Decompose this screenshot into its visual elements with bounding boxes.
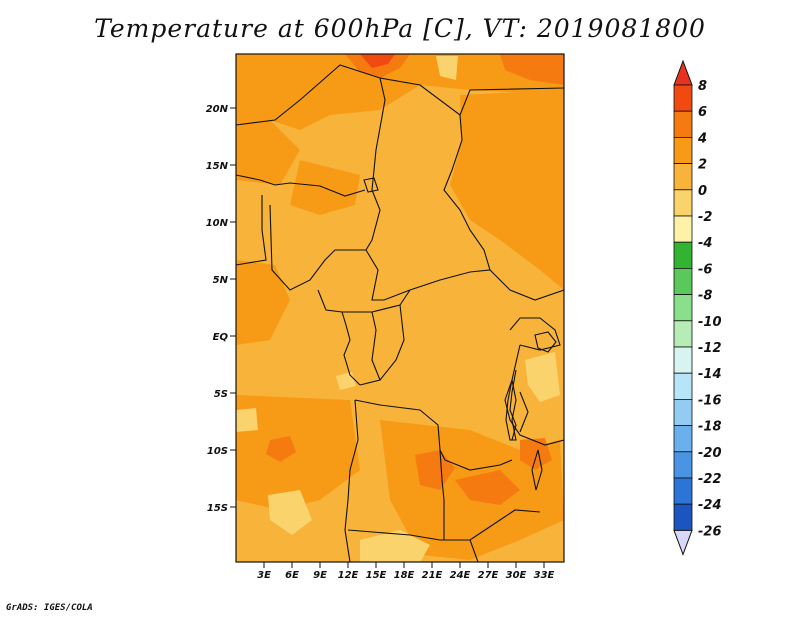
colorbar-label: -2 [698, 210, 712, 225]
colorbar-swatch [673, 503, 693, 531]
longitude-axis: 3E 6E 9E 12E 15E 18E 21E 24E 27E 30E 33E [257, 562, 555, 581]
colorbar-label: -16 [698, 393, 722, 408]
cool-patch-5 [436, 56, 458, 80]
grads-credit: GrADS: IGES/COLA [6, 603, 93, 613]
colorbar-swatch [673, 346, 693, 374]
colorbar-swatch [673, 398, 693, 426]
lon-tick-label: 15E [366, 570, 387, 581]
colorbar-label: -10 [698, 315, 722, 330]
lon-tick-label: 9E [313, 570, 327, 581]
hot-spot-1 [266, 436, 296, 462]
lon-tick-label: 3E [257, 570, 271, 581]
colorbar-swatch [673, 294, 693, 322]
colorbar-swatch [673, 320, 693, 348]
warm-zone-west [236, 260, 290, 345]
lake-victoria [534, 331, 557, 353]
lon-tick-label: 12E [338, 570, 359, 581]
colorbar-label: -4 [698, 236, 712, 251]
colorbar-swatch [673, 267, 693, 295]
lon-tick-label: 27E [478, 570, 499, 581]
lon-tick-label: 18E [394, 570, 415, 581]
colorbar-label: -6 [698, 262, 712, 277]
colorbar-label: 4 [697, 131, 707, 146]
colorbar-label: -24 [698, 498, 722, 513]
colorbar-swatch [673, 372, 693, 400]
colorbar-swatch [673, 163, 693, 191]
colorbar-swatch [673, 451, 693, 479]
country-borders [236, 64, 564, 562]
colorbar: 8 6 4 2 0 -2 -4 -6 -8 -10 -12 -14 -16 -18 -20 -22 -24 -26 [673, 59, 722, 556]
hot-spot-3 [455, 470, 520, 505]
colorbar-top-arrow [673, 59, 693, 86]
lon-tick-label: 24E [450, 570, 471, 581]
lat-tick-label: 10S [207, 446, 228, 457]
cool-patch-2 [360, 530, 430, 562]
colorbar-swatch [673, 110, 693, 138]
lat-tick-label: 5N [213, 275, 229, 286]
lon-tick-label: 21E [422, 570, 443, 581]
colorbar-label: 8 [698, 79, 707, 94]
lon-tick-label: 30E [506, 570, 527, 581]
cool-patch-6 [236, 408, 258, 432]
lat-tick-label: 15N [206, 161, 229, 172]
lat-tick-label: 15S [207, 503, 228, 514]
colorbar-swatch [673, 477, 693, 505]
colorbar-swatch [673, 84, 693, 112]
cool-patch-3 [525, 352, 560, 402]
colorbar-label: -22 [698, 472, 722, 487]
colorbar-label: 0 [698, 184, 707, 199]
lat-tick-label: 5S [214, 389, 228, 400]
hot-spot-ne [500, 54, 564, 85]
lon-tick-label: 6E [285, 570, 299, 581]
colorbar-label: -18 [698, 420, 722, 435]
colorbar-swatch [673, 215, 693, 243]
colorbar-bottom-arrow [673, 529, 693, 556]
colorbar-label: -26 [698, 524, 722, 539]
map-title: Temperature at 600hPa [C], VT: 201908180… [94, 14, 706, 43]
hot-spot-4 [520, 438, 552, 470]
colorbar-label: -20 [698, 446, 722, 461]
lake-tanganyika [505, 379, 517, 441]
lat-tick-label: 20N [206, 104, 229, 115]
warm-zone-north [236, 54, 564, 130]
colorbar-label: 6 [698, 105, 707, 120]
colorbar-swatch [673, 241, 693, 269]
warm-zone-southwest [236, 395, 360, 510]
lakes [363, 177, 557, 491]
warm-zone-east [450, 90, 564, 290]
lake-chad [363, 177, 379, 193]
colorbar-label: -8 [698, 289, 712, 304]
colorbar-label: 2 [698, 158, 707, 173]
lon-tick-label: 33E [534, 570, 555, 581]
colorbar-swatch [673, 425, 693, 453]
lat-tick-label: 10N [206, 218, 229, 229]
hot-spot-5 [360, 54, 395, 68]
cool-patch-1 [268, 490, 312, 535]
colorbar-label: -12 [698, 341, 722, 356]
latitude-axis: 20N 15N 10N 5N EQ 5S 10S 15S [206, 104, 236, 514]
lat-tick-label: EQ [213, 332, 229, 343]
colorbar-swatch [673, 136, 693, 164]
lake-malawi [531, 449, 543, 491]
map-frame [235, 53, 565, 563]
warm-zone-northwest [236, 120, 300, 185]
colorbar-swatch [673, 189, 693, 217]
colorbar-label: -14 [698, 367, 722, 382]
